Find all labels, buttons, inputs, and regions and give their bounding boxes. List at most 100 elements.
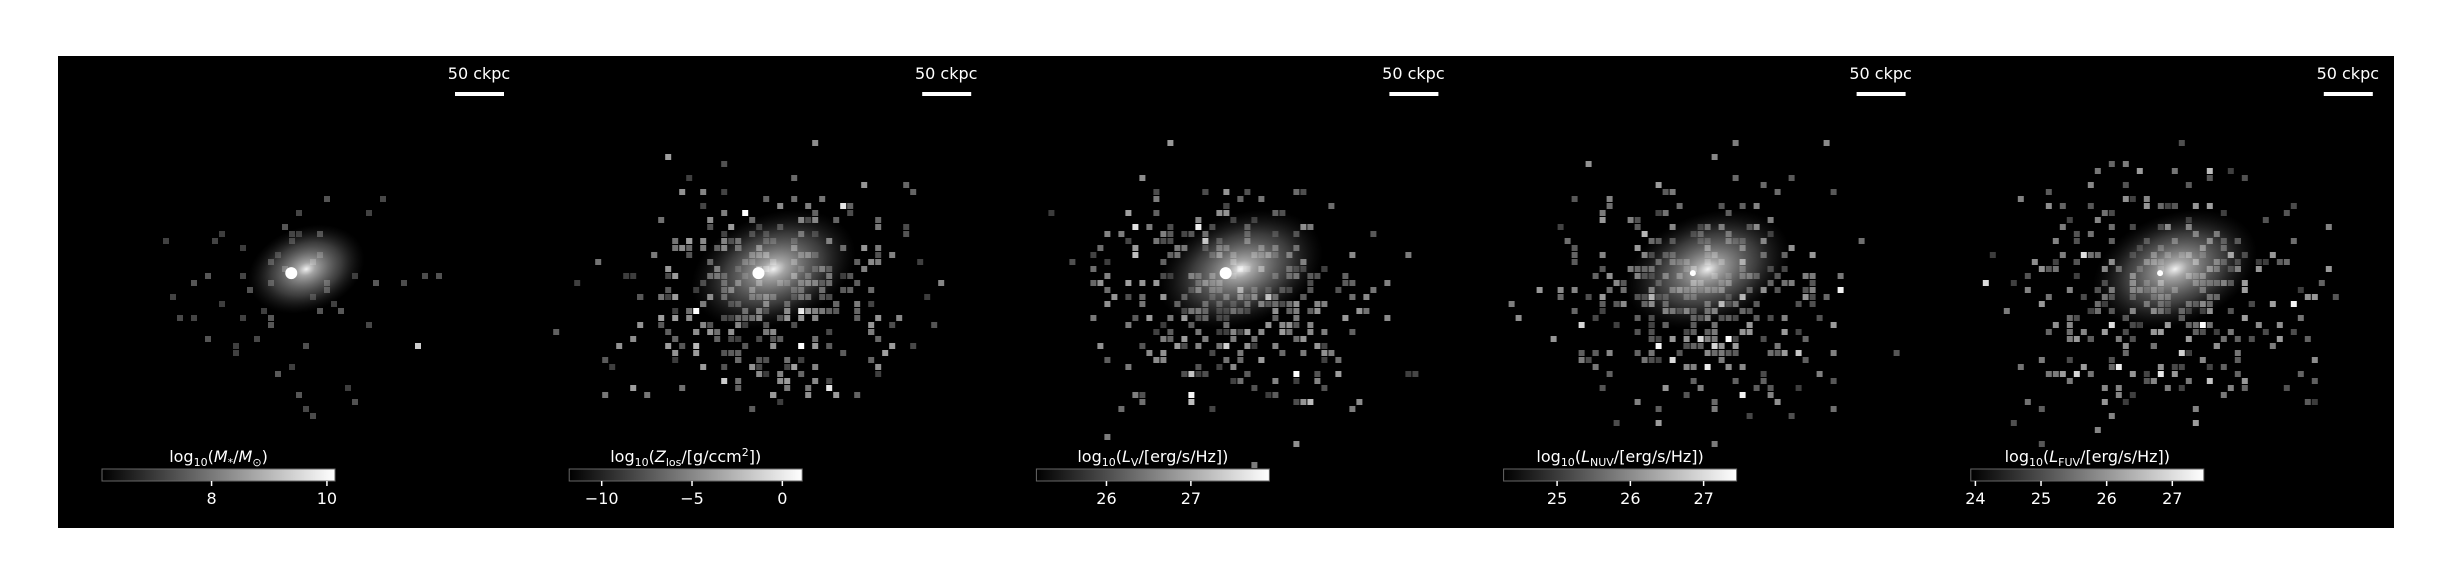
galaxy-core bbox=[1689, 270, 1696, 277]
pixel bbox=[2206, 322, 2213, 328]
colorbar-tick-label: 25 bbox=[2031, 489, 2051, 508]
pixel bbox=[296, 392, 302, 398]
pixel bbox=[882, 350, 889, 356]
scale-bar-label: 50 ckpc bbox=[2317, 64, 2379, 83]
pixel bbox=[2122, 343, 2129, 349]
pixel bbox=[1718, 350, 1725, 356]
pixel bbox=[1300, 350, 1307, 356]
pixel bbox=[2087, 203, 2094, 209]
pixel bbox=[826, 343, 833, 349]
colorbar-label-part: / bbox=[233, 447, 239, 466]
pixel bbox=[2108, 161, 2115, 167]
pixel bbox=[1048, 210, 1055, 216]
pixel bbox=[1809, 273, 1816, 279]
pixel bbox=[2178, 364, 2185, 370]
pixel bbox=[2150, 343, 2157, 349]
pixel bbox=[1146, 315, 1153, 321]
pixel bbox=[924, 294, 931, 300]
pixel bbox=[1830, 322, 1837, 328]
pixel bbox=[756, 371, 763, 377]
pixel bbox=[2052, 371, 2059, 377]
pixel bbox=[289, 364, 295, 370]
pixel bbox=[910, 189, 917, 195]
pixel bbox=[693, 343, 700, 349]
pixel bbox=[2262, 217, 2269, 223]
pixel bbox=[1683, 343, 1690, 349]
pixel bbox=[2255, 266, 2262, 272]
colorbar-label-part: ]) bbox=[749, 447, 761, 466]
pixel bbox=[2073, 371, 2080, 377]
pixel bbox=[868, 357, 875, 363]
pixel bbox=[1307, 308, 1314, 314]
pixel bbox=[1139, 392, 1146, 398]
pixel bbox=[1634, 245, 1641, 251]
pixel bbox=[2073, 273, 2080, 279]
pixel bbox=[854, 308, 861, 314]
pixel bbox=[2108, 357, 2115, 363]
pixel bbox=[1732, 350, 1739, 356]
pixel bbox=[679, 189, 686, 195]
pixel bbox=[1760, 182, 1767, 188]
colorbar-label-part: V bbox=[1131, 456, 1139, 469]
pixel bbox=[1223, 329, 1230, 335]
pixel bbox=[1982, 280, 1989, 286]
pixel bbox=[1160, 231, 1167, 237]
pixel bbox=[1167, 329, 1174, 335]
pixel bbox=[1641, 231, 1648, 237]
pixel bbox=[1683, 364, 1690, 370]
pixel bbox=[2094, 168, 2101, 174]
pixel bbox=[1585, 357, 1592, 363]
pixel bbox=[1237, 357, 1244, 363]
scale-bar-label: 50 ckpc bbox=[915, 64, 977, 83]
pixel bbox=[700, 189, 707, 195]
colorbar-tick-label: −5 bbox=[680, 489, 704, 508]
pixel bbox=[840, 350, 847, 356]
pixel bbox=[1349, 294, 1356, 300]
pixel bbox=[1321, 343, 1328, 349]
pixel bbox=[303, 343, 309, 349]
pixel bbox=[672, 308, 679, 314]
pixel bbox=[1704, 336, 1711, 342]
pixel bbox=[1188, 371, 1195, 377]
pixel bbox=[784, 378, 791, 384]
pixel bbox=[735, 336, 742, 342]
pixel bbox=[1230, 378, 1237, 384]
pixel bbox=[1279, 350, 1286, 356]
pixel bbox=[553, 329, 560, 335]
pixel bbox=[798, 315, 805, 321]
pixel bbox=[756, 364, 763, 370]
pixel bbox=[1195, 217, 1202, 223]
pixel bbox=[686, 315, 693, 321]
pixel bbox=[2122, 399, 2129, 405]
pixel bbox=[1321, 350, 1328, 356]
pixel bbox=[1272, 315, 1279, 321]
pixel bbox=[896, 315, 903, 321]
pixel bbox=[1405, 252, 1412, 258]
pixel bbox=[1272, 392, 1279, 398]
pixel bbox=[665, 273, 672, 279]
pixel bbox=[2220, 210, 2227, 216]
pixel bbox=[1823, 140, 1830, 146]
pixel bbox=[205, 336, 211, 342]
pixel bbox=[2248, 336, 2255, 342]
pixel bbox=[366, 322, 372, 328]
pixel bbox=[1300, 189, 1307, 195]
pixel bbox=[1599, 308, 1606, 314]
pixel bbox=[1167, 238, 1174, 244]
pixel bbox=[1090, 266, 1097, 272]
colorbar-label: log10(LNUV/[erg/s/Hz]) bbox=[1536, 447, 1703, 469]
pixel bbox=[2234, 350, 2241, 356]
pixel bbox=[1837, 273, 1844, 279]
pixel bbox=[1132, 392, 1139, 398]
pixel bbox=[1342, 315, 1349, 321]
pixel bbox=[1286, 308, 1293, 314]
pixel bbox=[1104, 301, 1111, 307]
pixel bbox=[1293, 315, 1300, 321]
pixel bbox=[1314, 371, 1321, 377]
pixel bbox=[2178, 385, 2185, 391]
pixel bbox=[1167, 231, 1174, 237]
pixel bbox=[798, 357, 805, 363]
pixel bbox=[1802, 273, 1809, 279]
pixel bbox=[1578, 357, 1585, 363]
pixel bbox=[791, 196, 798, 202]
